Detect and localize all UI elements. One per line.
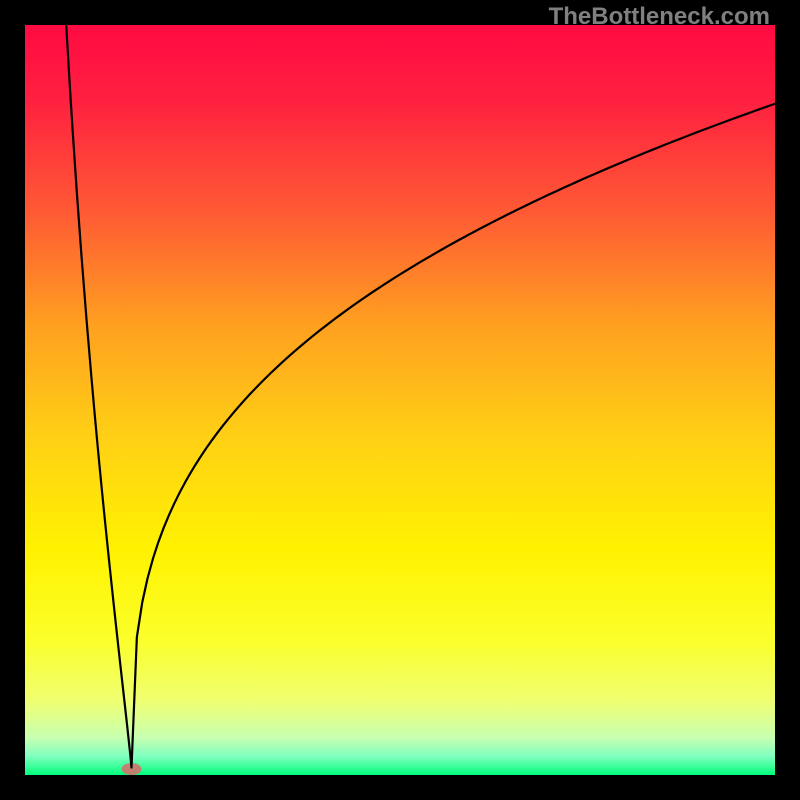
watermark-text: TheBottleneck.com [549,3,770,31]
plot-area [25,25,775,775]
